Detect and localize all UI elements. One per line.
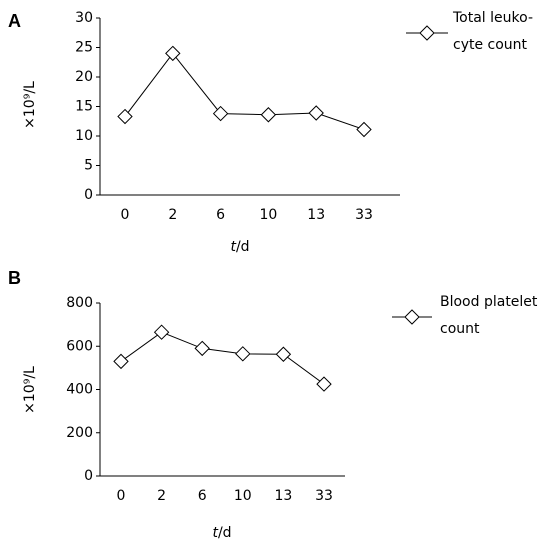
x-tick-label: 6 (216, 207, 225, 223)
y-tick-label: 20 (75, 69, 93, 85)
y-tick-label: 800 (66, 295, 93, 311)
x-tick-label: 13 (307, 207, 325, 223)
data-marker (316, 376, 332, 392)
x-tick-label: 10 (234, 488, 252, 504)
y-axis-label: ×10⁹/L (22, 81, 38, 129)
x-tick-label: 33 (355, 207, 373, 223)
x-tick-label: 2 (157, 488, 166, 504)
data-marker (165, 45, 181, 62)
data-marker (275, 346, 292, 362)
panel-label: A (8, 11, 21, 31)
y-tick-label: 200 (66, 425, 93, 441)
data-marker (235, 346, 251, 362)
y-axis-label: ×10⁹/L (22, 366, 38, 414)
y-tick-label: 400 (66, 382, 93, 398)
x-axis-label-part: t (230, 239, 236, 255)
y-tick-label: 5 (84, 158, 93, 174)
x-tick-label: 2 (168, 207, 177, 223)
x-tick-label: 10 (259, 207, 277, 223)
y-tick-label: 15 (75, 99, 93, 115)
x-axis-label-part: /d (218, 525, 232, 541)
legend-marker (419, 25, 435, 41)
y-tick-label: 10 (75, 128, 93, 144)
y-tick-label: 0 (84, 468, 93, 484)
x-tick-label: 13 (274, 488, 292, 504)
legend-label: count (440, 321, 480, 337)
y-tick-label: 600 (66, 338, 93, 354)
x-tick-label: 6 (198, 488, 207, 504)
data-marker (153, 324, 170, 340)
data-marker (212, 105, 229, 122)
legend-marker (404, 309, 420, 325)
y-tick-label: 25 (75, 40, 93, 56)
y-tick-label: 30 (75, 10, 93, 26)
x-axis-label: t/d (212, 525, 231, 541)
data-marker (356, 121, 372, 138)
legend-label: cyte count (453, 37, 528, 53)
x-tick-label: 0 (121, 207, 130, 223)
x-axis-label-part: /d (236, 239, 250, 255)
data-marker (113, 353, 129, 370)
y-tick-label: 0 (84, 187, 93, 203)
series-line (124, 52, 365, 130)
data-marker (194, 340, 210, 357)
panel-label: B (8, 268, 21, 288)
data-marker (308, 105, 324, 121)
series-line (120, 331, 325, 385)
x-tick-label: 0 (117, 488, 126, 504)
legend-label: Total leuko- (452, 10, 533, 26)
x-axis-label: t/d (230, 239, 249, 255)
legend-label: Blood platelet (440, 294, 538, 310)
data-marker (260, 107, 277, 123)
data-marker (117, 108, 133, 125)
x-axis-label-part: t (212, 525, 218, 541)
x-tick-label: 33 (315, 488, 333, 504)
